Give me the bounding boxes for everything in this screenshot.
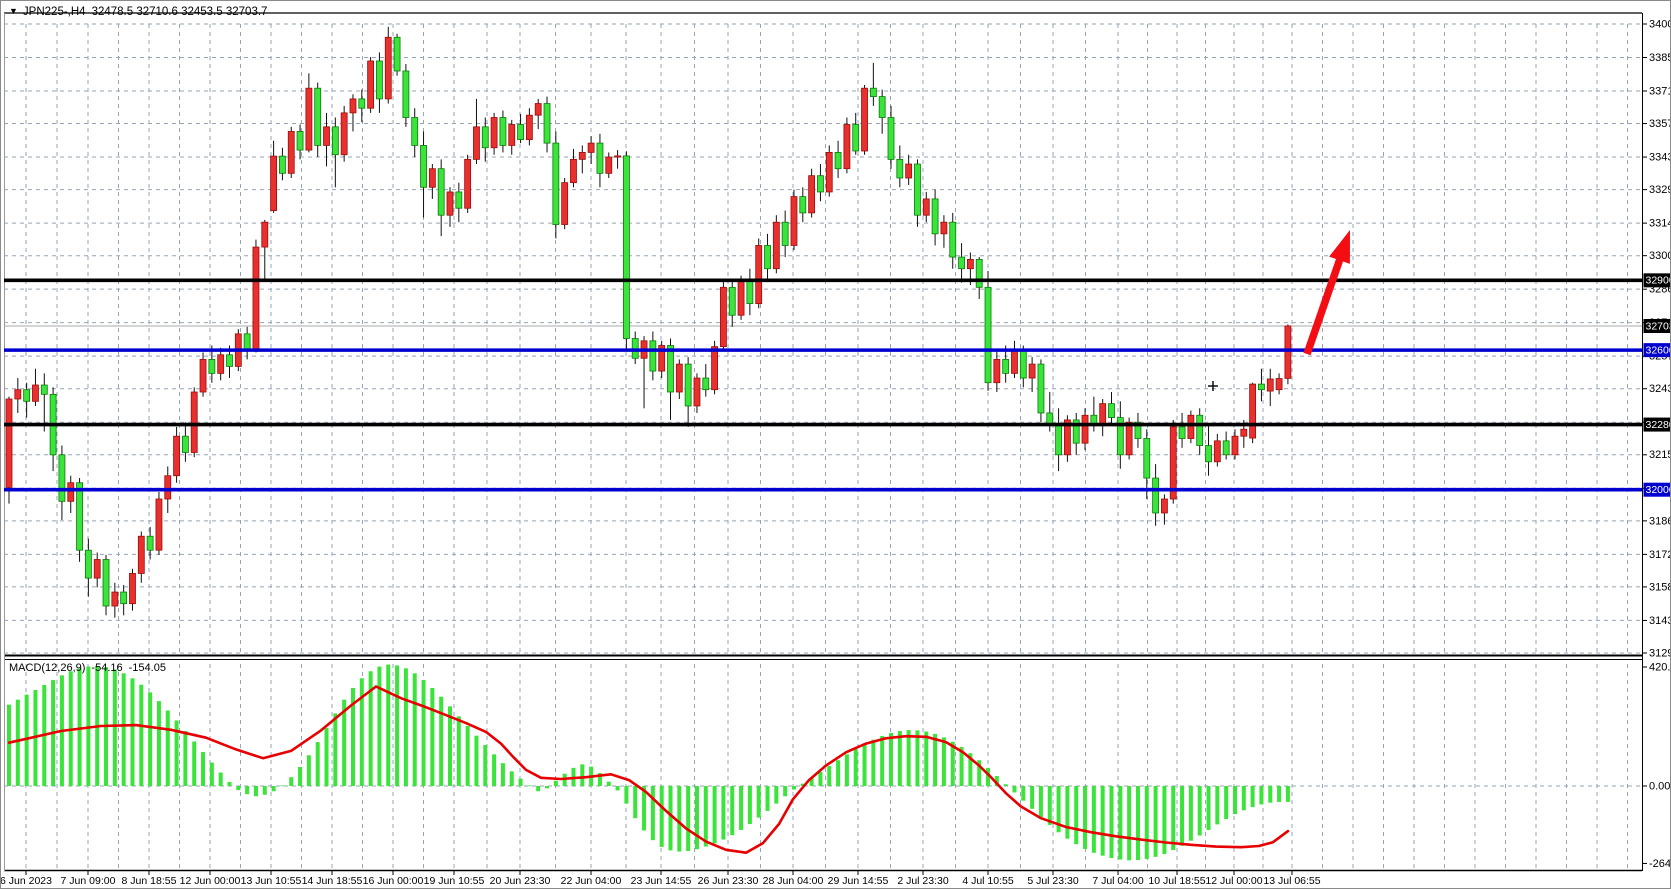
svg-text:19 Jun 10:55: 19 Jun 10:55 <box>424 875 485 887</box>
trend-arrow[interactable] <box>1303 230 1350 356</box>
svg-text:13 Jun 10:55: 13 Jun 10:55 <box>241 875 302 887</box>
svg-text:7 Jul 04:00: 7 Jul 04:00 <box>1092 875 1144 887</box>
macd-signal-line <box>7 685 1290 855</box>
svg-text:14 Jun 18:55: 14 Jun 18:55 <box>302 875 363 887</box>
svg-text:4 Jul 10:55: 4 Jul 10:55 <box>962 875 1014 887</box>
chart-title: ▼ JPN225-,H4 32478.5 32710.6 32453.5 32703… <box>9 6 267 18</box>
level-lines <box>4 278 1642 492</box>
svg-text:8 Jun 18:55: 8 Jun 18:55 <box>122 875 177 887</box>
svg-text:32703.7: 32703.7 <box>1646 320 1671 332</box>
svg-text:420.25: 420.25 <box>1649 661 1671 673</box>
symbol-dropdown-icon[interactable]: ▼ <box>9 6 18 16</box>
svg-text:29 Jun 14:55: 29 Jun 14:55 <box>828 875 889 887</box>
ohlc-readout: 32478.5 32710.6 32453.5 32703.7 <box>91 6 268 18</box>
svg-text:32280.0: 32280.0 <box>1646 419 1671 431</box>
svg-text:32000.0: 32000.0 <box>1646 484 1671 496</box>
macd-name: MACD(12,26,9) <box>9 662 86 674</box>
price-level-labels: 32900.0 32703.7 32600.0 32280.0 32000.0 <box>1643 273 1671 497</box>
svg-text:23 Jun 14:55: 23 Jun 14:55 <box>631 875 692 887</box>
svg-text:33858.0: 33858.0 <box>1649 52 1671 64</box>
svg-text:31866.0: 31866.0 <box>1649 515 1671 527</box>
svg-text:20 Jun 23:30: 20 Jun 23:30 <box>490 875 551 887</box>
time-axis[interactable]: 6 Jun 2023 7 Jun 09:00 8 Jun 18:55 12 Jun 0… <box>1 871 1321 887</box>
svg-text:32434.0: 32434.0 <box>1649 383 1671 395</box>
svg-text:33714.0: 33714.0 <box>1649 85 1671 97</box>
price-axis[interactable]: 34002.0 33858.0 33714.0 33574.0 33430.0 33290… <box>1642 18 1671 870</box>
svg-text:32150.0: 32150.0 <box>1649 449 1671 461</box>
svg-text:7 Jun 09:00: 7 Jun 09:00 <box>61 875 116 887</box>
svg-text:32600.0: 32600.0 <box>1646 344 1671 356</box>
svg-text:34002.0: 34002.0 <box>1649 18 1671 30</box>
svg-text:31298.0: 31298.0 <box>1649 647 1671 659</box>
macd-indicator-label: MACD(12,26,9) -54.16 -154.05 <box>9 662 172 674</box>
symbol-period-label: JPN225-,H4 <box>22 6 86 18</box>
svg-text:5 Jul 23:30: 5 Jul 23:30 <box>1027 875 1079 887</box>
svg-text:33290.0: 33290.0 <box>1649 184 1671 196</box>
svg-text:33430.0: 33430.0 <box>1649 151 1671 163</box>
macd-main-value: -54.16 <box>91 662 123 674</box>
svg-text:28 Jun 04:00: 28 Jun 04:00 <box>763 875 824 887</box>
svg-text:2 Jul 23:30: 2 Jul 23:30 <box>897 875 949 887</box>
svg-text:12 Jul 00:00: 12 Jul 00:00 <box>1205 875 1262 887</box>
macd-histogram <box>7 664 1290 861</box>
svg-text:31722.0: 31722.0 <box>1649 549 1671 561</box>
svg-text:0.00: 0.00 <box>1649 780 1670 792</box>
svg-text:32900.0: 32900.0 <box>1646 275 1671 287</box>
svg-text:-264.58: -264.58 <box>1649 858 1671 870</box>
svg-text:16 Jun 00:00: 16 Jun 00:00 <box>363 875 424 887</box>
grid-lines <box>4 23 1642 868</box>
svg-text:10 Jul 18:55: 10 Jul 18:55 <box>1148 875 1205 887</box>
svg-text:6 Jun 2023: 6 Jun 2023 <box>1 875 52 887</box>
svg-text:31438.0: 31438.0 <box>1649 615 1671 627</box>
svg-text:33006.0: 33006.0 <box>1649 250 1671 262</box>
svg-text:12 Jun 00:00: 12 Jun 00:00 <box>180 875 241 887</box>
panel-borders <box>4 12 1643 872</box>
cross-marker[interactable] <box>1208 381 1218 391</box>
svg-text:31582.0: 31582.0 <box>1649 581 1671 593</box>
svg-text:13 Jul 06:55: 13 Jul 06:55 <box>1263 875 1320 887</box>
svg-text:26 Jun 23:30: 26 Jun 23:30 <box>698 875 759 887</box>
svg-text:33574.0: 33574.0 <box>1649 118 1671 130</box>
svg-text:33146.0: 33146.0 <box>1649 218 1671 230</box>
svg-text:22 Jun 04:00: 22 Jun 04:00 <box>561 875 622 887</box>
candlesticks <box>5 26 1292 618</box>
macd-signal-value: -154.05 <box>128 662 166 674</box>
